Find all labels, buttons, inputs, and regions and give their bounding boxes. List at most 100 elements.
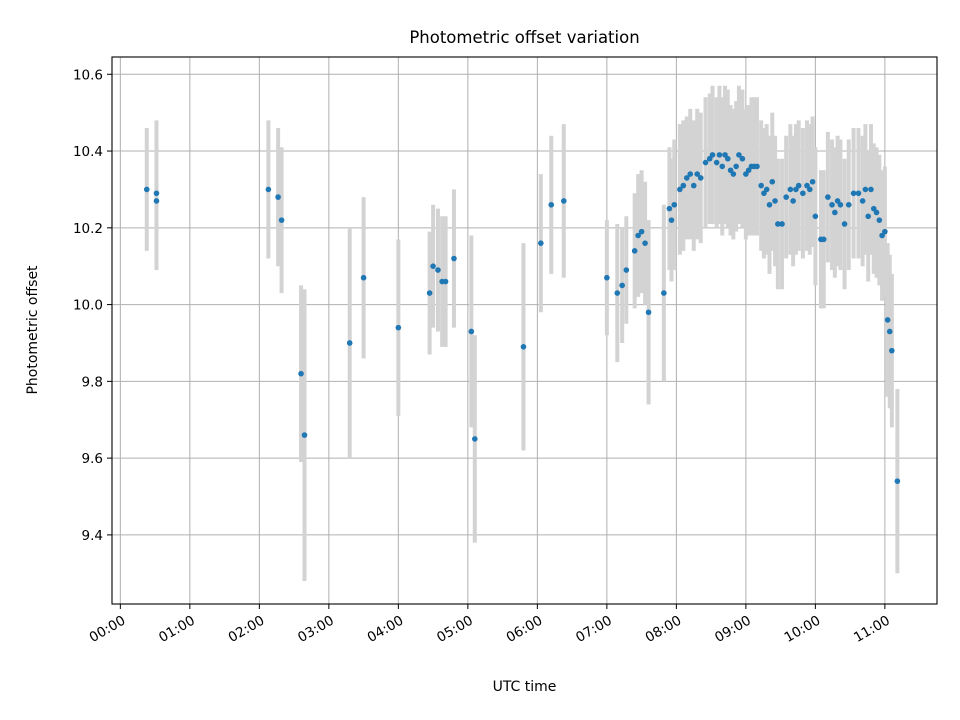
data-point: [779, 221, 785, 227]
data-point: [889, 347, 895, 354]
data-point: [548, 201, 555, 208]
data-point: [795, 182, 802, 189]
data-point: [677, 186, 683, 193]
data-point: [520, 344, 527, 350]
x-tick-label: 04:00: [365, 613, 407, 646]
data-point: [739, 155, 746, 162]
data-point: [761, 190, 767, 197]
data-point: [645, 309, 652, 316]
data-point: [865, 213, 871, 220]
data-point: [787, 186, 794, 193]
data-point: [538, 240, 544, 246]
data-point: [769, 178, 776, 185]
data-point: [800, 190, 806, 197]
data-point: [702, 159, 709, 166]
y-tick-label: 10.6: [73, 67, 103, 83]
x-tick-label: 11:00: [851, 613, 893, 646]
data-point: [680, 182, 687, 189]
x-tick-label: 06:00: [504, 613, 546, 646]
data-point: [671, 201, 678, 208]
data-point: [829, 201, 835, 208]
data-point: [859, 198, 866, 204]
data-point: [668, 217, 675, 223]
data-point: [862, 186, 869, 193]
plot-frame: [111, 56, 938, 605]
data-point: [837, 201, 844, 208]
data-point: [807, 186, 813, 193]
data-point: [876, 217, 883, 223]
y-axis-ticks: 9.4 9.6 9.8 10.0 10.2 10.4 10.6: [73, 67, 112, 544]
data-point: [754, 163, 760, 170]
data-point: [709, 152, 716, 158]
data-point: [809, 178, 816, 185]
y-axis-label: Photometric offset: [25, 265, 41, 395]
x-tick-label: 00:00: [87, 613, 129, 646]
data-point: [468, 328, 475, 335]
data-point: [736, 152, 742, 158]
data-point: [278, 217, 285, 223]
data-point: [661, 290, 667, 296]
data-point: [884, 317, 891, 323]
data-point: [719, 163, 726, 170]
y-tick-label: 9.8: [82, 374, 103, 390]
data-point: [850, 190, 857, 197]
data-point: [841, 221, 848, 227]
data-point: [724, 155, 731, 162]
data-point: [687, 171, 694, 177]
data-point: [635, 232, 641, 239]
data-point: [451, 255, 457, 262]
x-axis-ticks: 00:00 01:00 02:00 03:00 04:00 05:00 06:00 07:00…: [87, 604, 893, 646]
y-tick-label: 10.2: [73, 221, 103, 237]
data-point: [730, 171, 737, 177]
data-point: [638, 228, 645, 235]
data-point: [783, 194, 789, 200]
x-tick-label: 10:00: [782, 613, 824, 646]
data-point: [683, 175, 690, 181]
data-point: [722, 152, 728, 158]
data-point: [619, 282, 625, 289]
data-point: [834, 198, 841, 204]
data-point: [560, 198, 567, 204]
data-point: [793, 186, 799, 193]
data-point: [882, 228, 888, 235]
data-point: [706, 155, 713, 162]
data-point: [153, 198, 160, 204]
data-point: [360, 274, 367, 281]
data-point: [812, 213, 819, 220]
chart-title: Photometric offset variation: [409, 28, 639, 47]
data-point: [426, 290, 433, 296]
data-point: [694, 171, 701, 177]
data-point: [442, 278, 449, 285]
data-point: [631, 248, 638, 254]
data-point: [604, 274, 610, 281]
data-point: [265, 186, 272, 193]
data-point: [153, 190, 160, 197]
data-point: [275, 194, 281, 200]
data-point: [772, 198, 778, 204]
data-point: [642, 240, 648, 246]
data-point: [697, 175, 704, 181]
data-point: [775, 221, 781, 227]
data-point: [743, 171, 749, 177]
x-tick-label: 02:00: [226, 613, 268, 646]
x-tick-label: 09:00: [712, 613, 754, 646]
data-point: [879, 232, 885, 239]
data-point: [868, 186, 874, 193]
data-point: [763, 186, 770, 193]
data-point: [395, 324, 402, 331]
data-point: [614, 290, 621, 296]
data-point: [666, 205, 673, 212]
y-tick-label: 10.0: [73, 298, 103, 314]
data-point: [825, 194, 831, 200]
data-point: [472, 436, 478, 442]
data-point: [855, 190, 862, 197]
x-tick-label: 05:00: [434, 613, 476, 646]
x-tick-label: 03:00: [295, 613, 337, 646]
data-point: [894, 478, 901, 484]
data-point: [886, 328, 893, 335]
data-point: [758, 182, 764, 189]
data-point: [832, 209, 838, 216]
data-point: [143, 186, 150, 193]
data-point: [845, 201, 852, 208]
